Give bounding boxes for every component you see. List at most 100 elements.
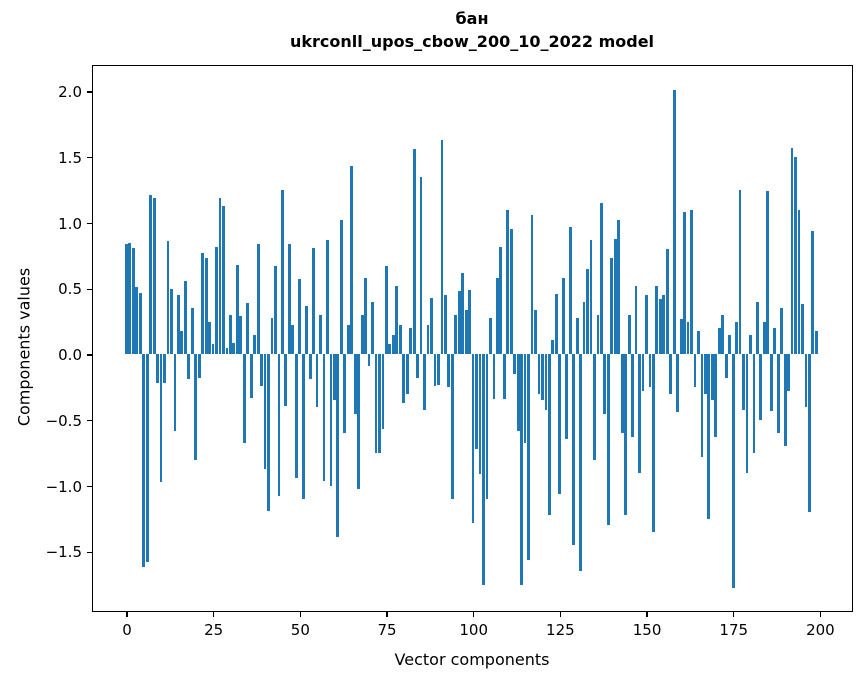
bar-component-127 — [565, 354, 569, 439]
bar-component-145 — [627, 314, 631, 355]
bar-component-108 — [499, 246, 503, 355]
bar-component-182 — [755, 301, 759, 355]
bar-component-139 — [606, 354, 610, 526]
x-tick-mark-0 — [126, 612, 128, 617]
bar-component-148 — [638, 354, 641, 473]
bar-component-66 — [353, 354, 357, 414]
bar-component-196 — [804, 354, 808, 407]
bar-component-125 — [558, 354, 562, 494]
bar-component-63 — [343, 354, 347, 434]
bar-component-1 — [128, 242, 132, 355]
bar-component-142 — [617, 220, 621, 355]
bar-component-149 — [641, 354, 645, 392]
bar-component-102 — [478, 354, 482, 475]
x-tick-mark-50 — [299, 612, 302, 617]
bar-component-177 — [738, 190, 742, 355]
bar-component-106 — [492, 354, 496, 400]
bar-component-53 — [308, 354, 312, 380]
bar-component-141 — [613, 238, 617, 355]
bar-component-156 — [665, 249, 669, 355]
bar-component-6 — [145, 354, 149, 563]
bar-component-47 — [287, 243, 291, 355]
bar-component-64 — [346, 325, 350, 355]
x-tick-label-150: 150 — [632, 621, 662, 639]
bar-component-30 — [229, 314, 232, 355]
x-tick-label-50: 50 — [290, 621, 310, 639]
bar-component-96 — [457, 291, 461, 355]
bar-component-151 — [648, 354, 652, 388]
bar-component-51 — [301, 354, 305, 500]
bar-component-34 — [242, 354, 246, 443]
bar-component-77 — [391, 334, 395, 355]
y-tick-label-2: 2.0 — [58, 83, 82, 101]
bar-component-35 — [246, 303, 250, 355]
bar-component-12 — [166, 241, 170, 355]
bar-component-170 — [714, 354, 718, 438]
bar-component-189 — [780, 308, 784, 355]
bar-component-153 — [655, 286, 659, 355]
bar-component-133 — [586, 268, 589, 355]
bar-component-134 — [589, 240, 593, 355]
y-tick-label-0: 0.0 — [58, 346, 82, 364]
bar-component-110 — [506, 209, 510, 355]
bar-component-164 — [693, 354, 697, 388]
plot-area — [92, 65, 853, 612]
bar-component-167 — [703, 354, 707, 394]
bar-component-105 — [489, 317, 492, 355]
bar-component-175 — [731, 354, 735, 589]
bar-component-190 — [783, 354, 787, 447]
bar-component-44 — [277, 354, 281, 497]
bar-component-80 — [402, 354, 406, 404]
bar-component-75 — [385, 266, 388, 355]
bar-component-155 — [662, 295, 666, 355]
bar-component-74 — [381, 354, 385, 430]
bar-component-46 — [284, 354, 288, 406]
bar-component-152 — [651, 354, 655, 532]
bar-component-173 — [724, 354, 728, 379]
bar-component-62 — [339, 220, 343, 355]
bar-component-180 — [749, 334, 752, 355]
bar-component-38 — [256, 243, 260, 355]
bar-component-33 — [239, 316, 243, 355]
y-tick-label--0.5: −0.5 — [45, 411, 82, 430]
bar-component-128 — [568, 226, 572, 355]
bar-component-117 — [530, 215, 534, 355]
bar-component-147 — [634, 286, 638, 355]
bar-component-59 — [329, 354, 333, 486]
bar-component-191 — [787, 354, 790, 392]
bar-component-159 — [676, 354, 680, 413]
bar-component-186 — [769, 354, 773, 411]
bar-component-42 — [270, 317, 274, 355]
bar-component-61 — [336, 354, 340, 538]
bar-component-178 — [742, 354, 745, 410]
bar-component-7 — [149, 195, 153, 355]
bar-component-19 — [190, 308, 194, 355]
y-tick-mark-0 — [87, 354, 92, 356]
bar-component-188 — [776, 354, 780, 434]
bar-component-161 — [683, 212, 686, 355]
bar-component-112 — [513, 354, 517, 375]
x-tick-label-125: 125 — [546, 621, 575, 639]
bar-component-67 — [357, 354, 361, 489]
bar-component-95 — [454, 314, 458, 355]
bar-component-28 — [222, 205, 225, 355]
bar-component-119 — [537, 354, 541, 394]
bar-component-144 — [624, 354, 628, 515]
bar-component-168 — [707, 354, 711, 519]
bar-component-136 — [596, 314, 600, 355]
bar-component-73 — [378, 354, 381, 454]
bar-component-16 — [180, 330, 184, 355]
bar-component-91 — [440, 140, 444, 355]
x-tick-label-100: 100 — [459, 621, 489, 639]
bar-component-126 — [561, 278, 565, 355]
bar-component-176 — [735, 321, 738, 355]
bar-component-135 — [593, 354, 596, 460]
bar-component-76 — [388, 343, 392, 355]
bar-component-29 — [225, 347, 229, 355]
x-tick-mark-175 — [733, 612, 735, 617]
bar-component-87 — [426, 325, 430, 355]
bar-component-195 — [801, 304, 804, 355]
bar-component-104 — [485, 354, 489, 500]
bar-component-83 — [412, 149, 416, 355]
y-tick-label-1.5: 1.5 — [58, 148, 82, 167]
